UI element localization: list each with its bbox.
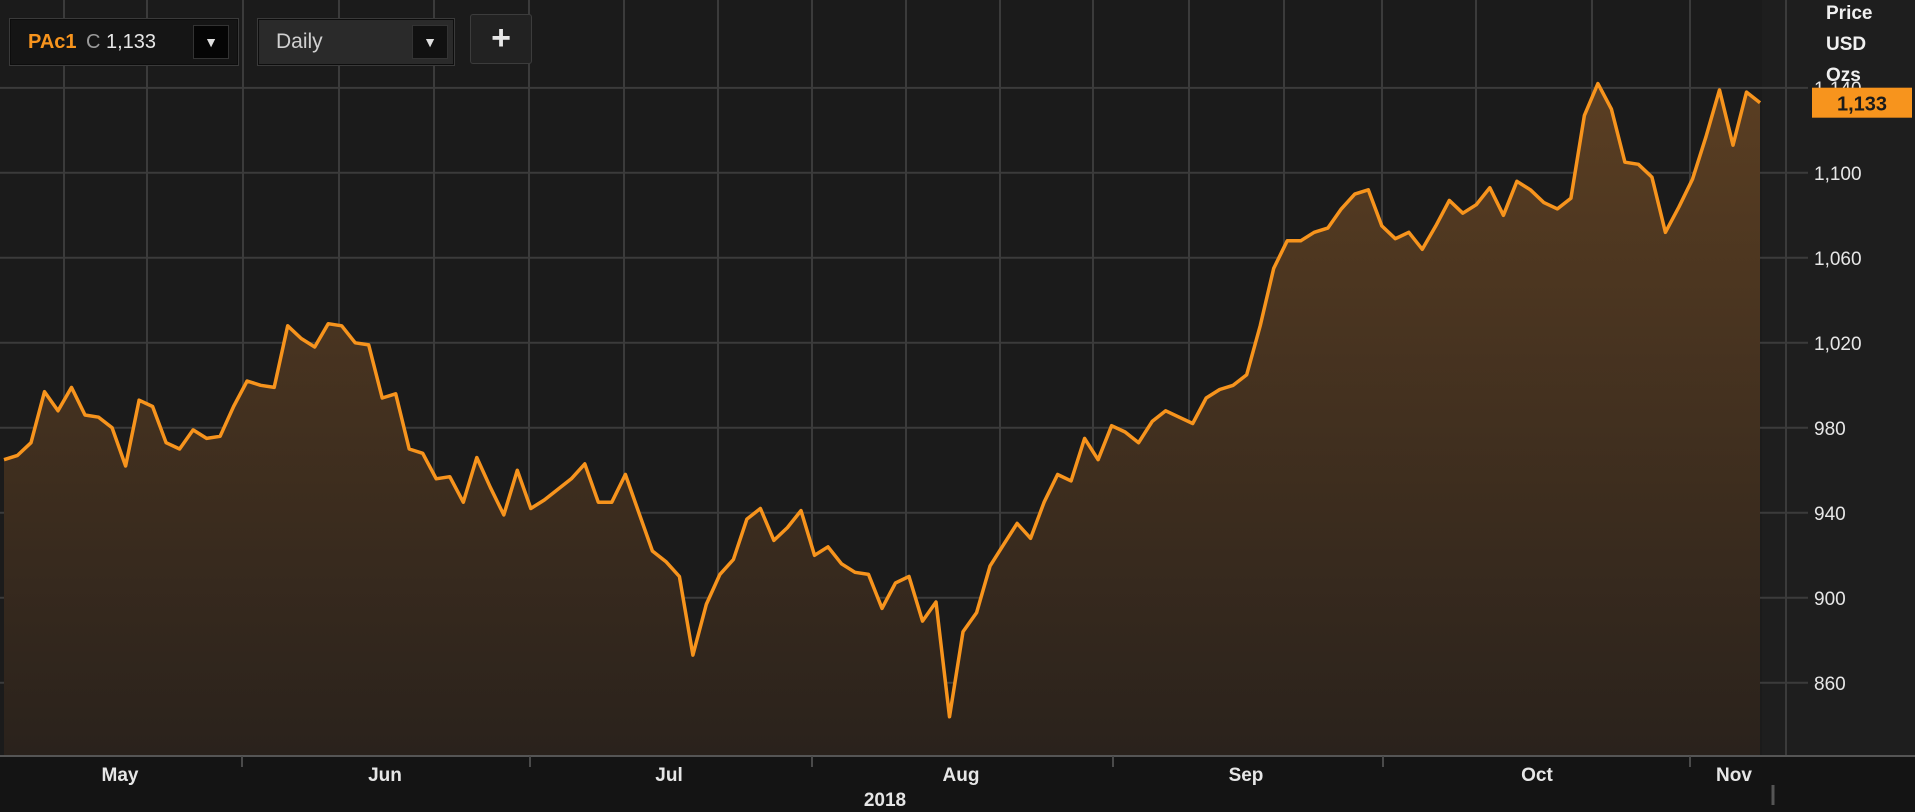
y-tick-label: 1,100 [1814,164,1862,185]
y-axis-title: Ozs [1826,65,1861,86]
frequency-selector[interactable]: Daily ▼ [257,18,455,66]
symbol-selector[interactable]: PAc1 C 1,133 ▼ [9,18,239,66]
y-axis-title: USD [1826,34,1866,55]
x-tick-label: Jul [655,765,682,786]
x-tick-label: Nov [1716,765,1752,786]
triangle-down-icon[interactable]: ▼ [412,25,448,59]
symbol-last-price: 1,133 [106,31,157,53]
x-tick-label: Aug [943,765,980,786]
x-tick-label: Sep [1229,765,1264,786]
x-tick-label: Jun [368,765,402,786]
y-tick-label: 980 [1814,419,1846,440]
x-tick-label: Oct [1521,765,1553,786]
add-series-button[interactable]: + [470,14,532,64]
x-year-label: 2018 [864,790,906,811]
y-tick-label: 1,060 [1814,249,1862,270]
series-line [3,81,1762,719]
series-type-indicator: C [86,31,101,53]
series-area [4,83,1760,756]
last-price-label: 1,133 [1837,94,1887,116]
y-tick-label: 900 [1814,589,1846,610]
last-price-tag [1812,87,1912,118]
frequency-label: Daily [276,30,323,53]
x-axis-band [0,755,1915,812]
y-tick-label: 940 [1814,504,1846,525]
y-axis-title: Price [1826,3,1872,24]
symbol-ric: PAc1 [28,31,77,53]
y-tick-label: 1,020 [1814,334,1862,355]
y-tick-label: 860 [1814,674,1846,695]
y-axis-panel [1762,0,1915,755]
x-tick-label: May [102,765,139,786]
triangle-down-icon[interactable]: ▼ [193,25,229,59]
